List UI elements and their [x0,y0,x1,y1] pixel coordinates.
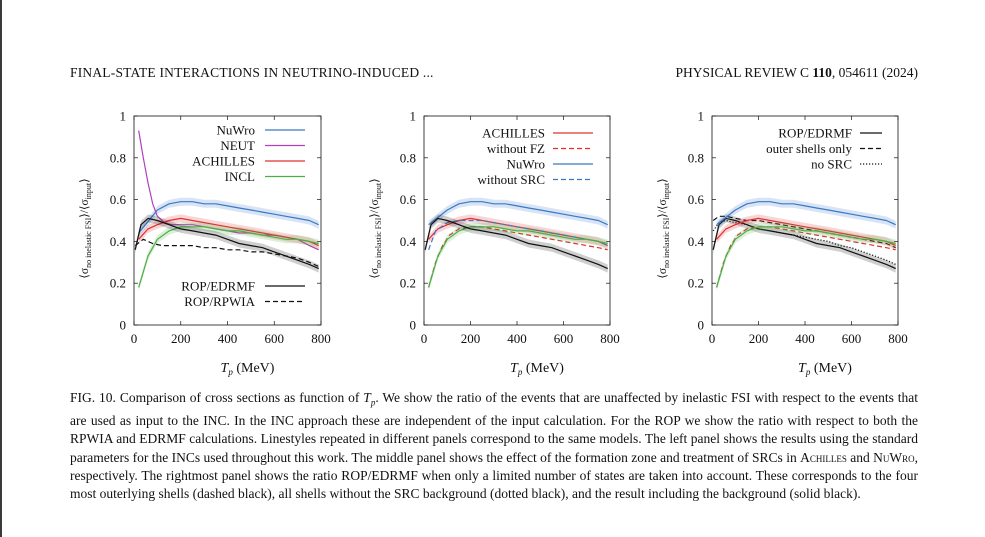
series-line-rop-edrmf [424,217,608,270]
series-line-rop-rpwia [134,238,319,268]
series-line-without-src [428,219,608,251]
x-tick-label: 200 [461,331,481,346]
band-nuwro [428,197,608,229]
series-line-nuwro [716,201,896,226]
y-tick-label: 0.4 [400,234,417,249]
caption-tp-sub: p [370,397,376,408]
series-line-without-fz [716,226,896,288]
journal-name: PHYSICAL REVIEW C [675,65,809,80]
x-tick-label: 800 [311,331,331,346]
x-tick-label: 600 [265,331,285,346]
legend-label-rop-rpwia: ROP/RPWIA [184,294,255,309]
y-tick-label: 0 [698,318,705,333]
caption-nuwro: NuWro [873,449,915,465]
y-tick-label: 0 [120,318,127,333]
chart-panel-right: 0 200 400 600 800 0 0.2 0.4 0.6 0.8 1 Tp (MeV) ⟨σno … [657,109,908,378]
y-tick-label: 0.2 [110,276,126,291]
running-head-title: FINAL-STATE INTERACTIONS IN NEUTRINO-IND… [70,65,434,80]
caption-achilles: Achilles [800,449,847,465]
x-tick-label: 600 [554,331,574,346]
series-line-incl [428,226,608,288]
article-number: , 054611 (2024) [831,65,918,80]
y-tick-label: 0.6 [110,192,127,207]
y-tick-label: 0.8 [688,150,704,165]
band-nuwro [716,197,896,229]
running-head-journal: PHYSICAL REVIEW C 110, 054611 (2024) [675,65,918,81]
band-incl [428,222,608,292]
series-line-incl [716,226,896,288]
series-line-incl [138,226,319,288]
legend-label-incl: INCL [225,169,255,184]
figure-caption: FIG. 10. Comparison of cross sections as… [70,389,918,503]
x-tick-label: 0 [421,331,428,346]
x-tick-label: 0 [709,331,716,346]
caption-text: Comparison of cross sections as function… [115,390,364,405]
y-tick-label: 0 [410,318,417,333]
x-tick-label: 400 [507,331,527,346]
legend-label-without-src: without SRC [477,172,545,187]
plot-area [424,197,608,292]
series-line-nuwro [428,201,608,226]
band-incl [716,222,896,292]
y-tick-label: 0.2 [400,276,416,291]
legend-label-achilles: ACHILLES [482,126,545,141]
caption-text: , respectively. The rightmost panel show… [70,449,918,502]
x-tick-label: 600 [842,331,862,346]
x-axis-label: Tp (MeV) [221,361,275,377]
legend-label-no-src: no SRC [811,157,852,172]
chart-panel-middle: 0 200 400 600 800 0 0.2 0.4 0.6 0.8 1 Tp (MeV) ⟨σno … [369,109,620,378]
legend-label-neut: NEUT [220,138,255,153]
x-tick-label: 200 [171,331,191,346]
y-tick-label: 1 [698,109,705,124]
y-axis-label: ⟨σno inelastic FSI⟩/⟨σinput⟩ [369,178,383,278]
journal-volume: 110 [812,65,832,80]
series-line-without-fz [428,226,608,288]
y-tick-label: 0.4 [110,234,127,249]
series-line-achilles [138,217,319,247]
series-line-rop-edrmf [712,217,896,270]
x-tick-label: 800 [888,331,908,346]
figure-10: 0 200 400 600 800 0 0.2 0.4 0.6 0.8 1 Tp (MeV) ⟨σno … [79,109,908,378]
y-tick-label: 0.8 [110,150,126,165]
legend-label-nuwro: NuWro [507,157,545,172]
plot-area [134,130,319,292]
plot-area [712,197,896,292]
caption-text: and [846,449,874,465]
legend-label-without-fz: without FZ [487,141,545,156]
y-tick-label: 0.8 [400,150,416,165]
y-tick-label: 0.6 [400,192,417,207]
series-line-achilles [716,217,896,247]
x-tick-label: 400 [218,331,238,346]
x-tick-label: 800 [600,331,620,346]
legend-label-outer-shells-only: outer shells only [766,141,852,156]
y-tick-label: 1 [120,109,127,124]
x-tick-label: 200 [749,331,769,346]
legend-label-rop-edrmf: ROP/EDRMF [778,126,852,141]
legend-label-rop-edrmf: ROP/EDRMF [181,279,255,294]
x-tick-label: 400 [795,331,815,346]
caption-label: FIG. 10. [70,390,116,405]
caption-text: . We show the ratio of the events that a… [70,390,918,465]
band-incl [138,222,319,292]
caption-tp: T [363,390,371,405]
legend-label-nuwro: NuWro [217,123,255,138]
x-axis-label: Tp (MeV) [510,361,564,377]
chart-panel-left: 0 200 400 600 800 0 0.2 0.4 0.6 0.8 1 Tp (MeV) ⟨σno … [79,109,331,378]
y-axis-label: ⟨σno inelastic FSI⟩/⟨σinput⟩ [657,178,671,278]
x-axis-label: Tp (MeV) [798,361,852,377]
x-tick-label: 0 [131,331,138,346]
y-tick-label: 1 [410,109,417,124]
y-tick-label: 0.2 [688,276,704,291]
y-tick-label: 0.6 [688,192,705,207]
legend-label-achilles: ACHILLES [192,154,255,169]
y-tick-label: 0.4 [688,234,705,249]
series-line-nuwro [138,201,319,234]
viewer-edge [0,0,2,537]
y-axis-label: ⟨σno inelastic FSI⟩/⟨σinput⟩ [79,178,93,278]
